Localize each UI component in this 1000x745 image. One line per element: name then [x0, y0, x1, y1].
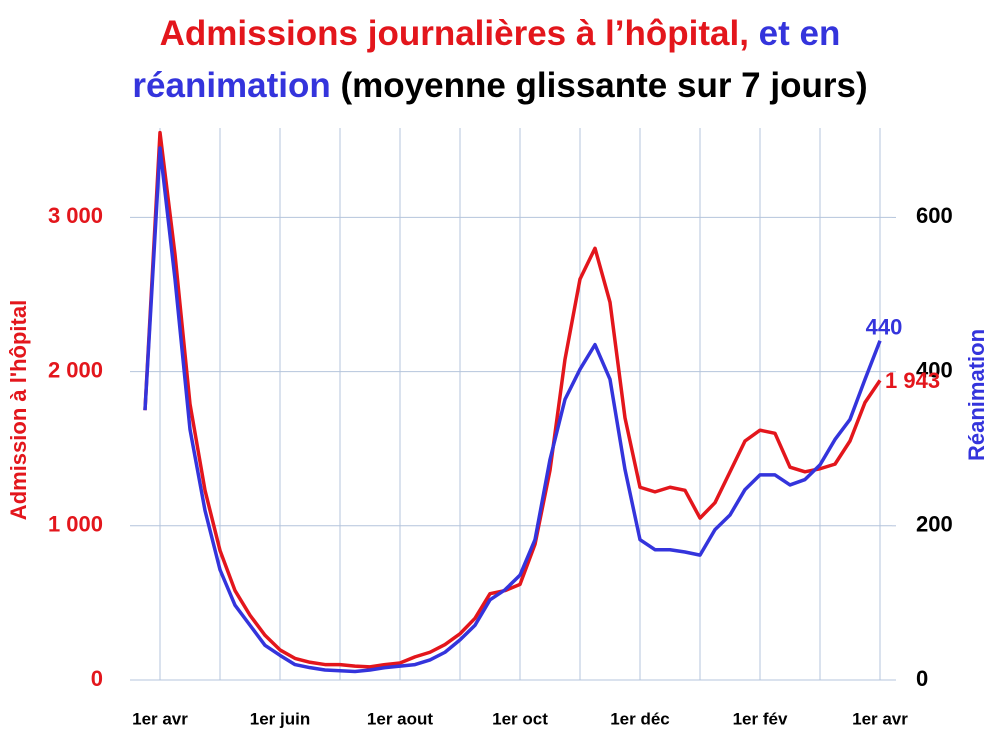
y2-tick-label: 400: [916, 357, 953, 382]
title-part: réanimation: [132, 66, 331, 105]
x-tick-label: 1er fév: [733, 709, 788, 728]
y-axis-title: Admission à l'hôpital: [6, 300, 31, 520]
y-tick-label: 0: [91, 666, 103, 691]
x-tick-label: 1er aout: [367, 709, 433, 728]
x-tick-label: 1er oct: [492, 709, 548, 728]
y2-tick-label: 600: [916, 203, 953, 228]
x-tick-label: 1er juin: [250, 709, 310, 728]
title-part: (moyenne glissante sur 7 jours): [340, 66, 868, 105]
title-part: et en: [758, 14, 841, 53]
y2-tick-label: 0: [916, 666, 928, 691]
data-label: 1 943: [885, 368, 940, 393]
x-tick-label: 1er avr: [852, 709, 908, 728]
series-line: [143, 130, 882, 669]
x-tick-label: 1er avr: [132, 709, 188, 728]
y2-tick-label: 200: [916, 512, 953, 537]
data-label: 440: [866, 315, 903, 340]
y-tick-label: 2 000: [48, 357, 103, 382]
chart-title: Admissions journalières à l’hôpital, et …: [0, 8, 1000, 112]
x-tick-label: 1er déc: [610, 709, 670, 728]
series-line: [143, 146, 882, 674]
y-tick-label: 1 000: [48, 512, 103, 537]
y2-axis-title: Réanimation: [964, 329, 989, 461]
title-part: Admissions journalières à l’hôpital,: [159, 14, 749, 53]
y-tick-label: 3 000: [48, 203, 103, 228]
